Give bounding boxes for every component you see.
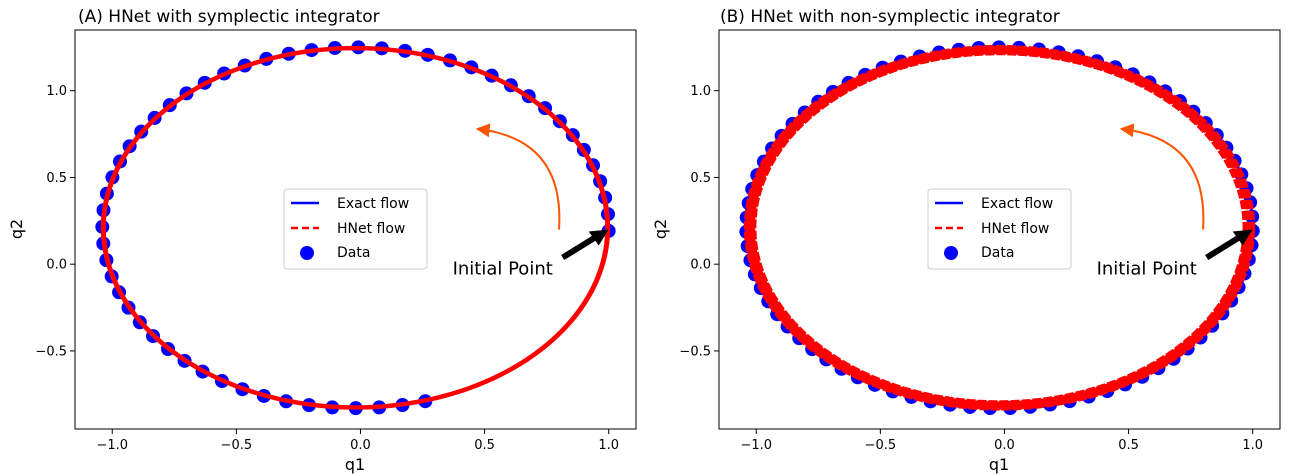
direction-arrow	[1119, 123, 1205, 230]
y-tick-label: −0.5	[35, 344, 67, 359]
legend-box	[283, 188, 428, 270]
annotation-group: Initial Point	[453, 123, 609, 280]
x-axis-label: q1	[345, 455, 365, 474]
x-tick-label: 1.0	[1242, 438, 1263, 453]
y-tick-label: 0.5	[46, 171, 67, 186]
axes-frame	[74, 29, 637, 430]
x-tick-label: −0.5	[865, 438, 897, 453]
hnet-flow-line	[102, 47, 609, 409]
initial-point-arrow	[1205, 233, 1243, 261]
y-tick-label: 0.0	[46, 258, 67, 273]
chart-panel-a: (A) HNet with symplectic integrator −1.0…	[7, 7, 637, 474]
plot-area	[739, 40, 1260, 416]
legend-box	[927, 188, 1072, 270]
y-tick-label: 1.0	[46, 84, 67, 99]
y-tick-label: 0.0	[690, 258, 711, 273]
x-tick-label: 0.0	[350, 438, 371, 453]
annotation-group: Initial Point	[1097, 123, 1253, 280]
x-tick-label: −0.5	[221, 438, 253, 453]
plot-area	[95, 40, 616, 416]
axis-ticks: −1.0 −0.5 0.0 0.5 1.0 −0.5 0.0 0.5 1.0	[35, 84, 619, 453]
legend-label: HNet flow	[337, 221, 405, 237]
x-tick-label: 0.5	[474, 438, 495, 453]
y-tick-label: −0.5	[679, 344, 711, 359]
legend-label: Exact flow	[981, 196, 1053, 212]
x-tick-label: −1.0	[740, 438, 772, 453]
hnet-flow-line	[751, 50, 1248, 406]
x-tick-label: −1.0	[96, 438, 128, 453]
legend-label: HNet flow	[981, 221, 1049, 237]
legend-label: Data	[981, 245, 1014, 261]
legend-marker-data	[300, 246, 314, 260]
y-tick-label: 0.5	[690, 171, 711, 186]
annotation-initial-point: Initial Point	[1097, 259, 1197, 280]
chart-title: (B) HNet with non-symplectic integrator	[720, 7, 1060, 27]
annotation-initial-point: Initial Point	[453, 259, 553, 280]
chart-title: (A) HNet with symplectic integrator	[78, 7, 380, 27]
axes-frame	[718, 29, 1281, 430]
chart-panel-b: (B) HNet with non-symplectic integrator …	[651, 7, 1281, 474]
x-axis-label: q1	[989, 455, 1009, 474]
initial-point-arrow	[561, 233, 599, 261]
legend-marker-data	[944, 246, 958, 260]
x-tick-label: 0.0	[994, 438, 1015, 453]
legend: Exact flow HNet flow Data	[283, 188, 428, 270]
y-axis-label: q2	[7, 219, 26, 239]
y-axis-label: q2	[651, 219, 670, 239]
x-tick-label: 0.5	[1118, 438, 1139, 453]
legend: Exact flow HNet flow Data	[927, 188, 1072, 270]
x-tick-label: 1.0	[598, 438, 619, 453]
legend-label: Data	[337, 245, 370, 261]
initial-point-arrowhead	[1232, 229, 1253, 246]
axis-ticks: −1.0 −0.5 0.0 0.5 1.0 −0.5 0.0 0.5 1.0	[679, 84, 1263, 453]
initial-point-arrowhead	[588, 229, 609, 246]
legend-label: Exact flow	[337, 196, 409, 212]
direction-arrow	[475, 123, 561, 230]
y-tick-label: 1.0	[690, 84, 711, 99]
